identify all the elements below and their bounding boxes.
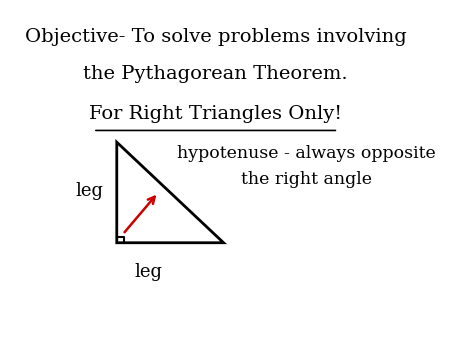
Text: the Pythagorean Theorem.: the Pythagorean Theorem. bbox=[83, 65, 348, 83]
Text: For Right Triangles Only!: For Right Triangles Only! bbox=[89, 105, 342, 123]
Text: Objective- To solve problems involving: Objective- To solve problems involving bbox=[25, 28, 406, 46]
Text: hypotenuse - always opposite: hypotenuse - always opposite bbox=[177, 145, 436, 163]
Text: leg: leg bbox=[75, 182, 103, 200]
Text: the right angle: the right angle bbox=[241, 171, 372, 188]
Text: leg: leg bbox=[135, 263, 162, 281]
